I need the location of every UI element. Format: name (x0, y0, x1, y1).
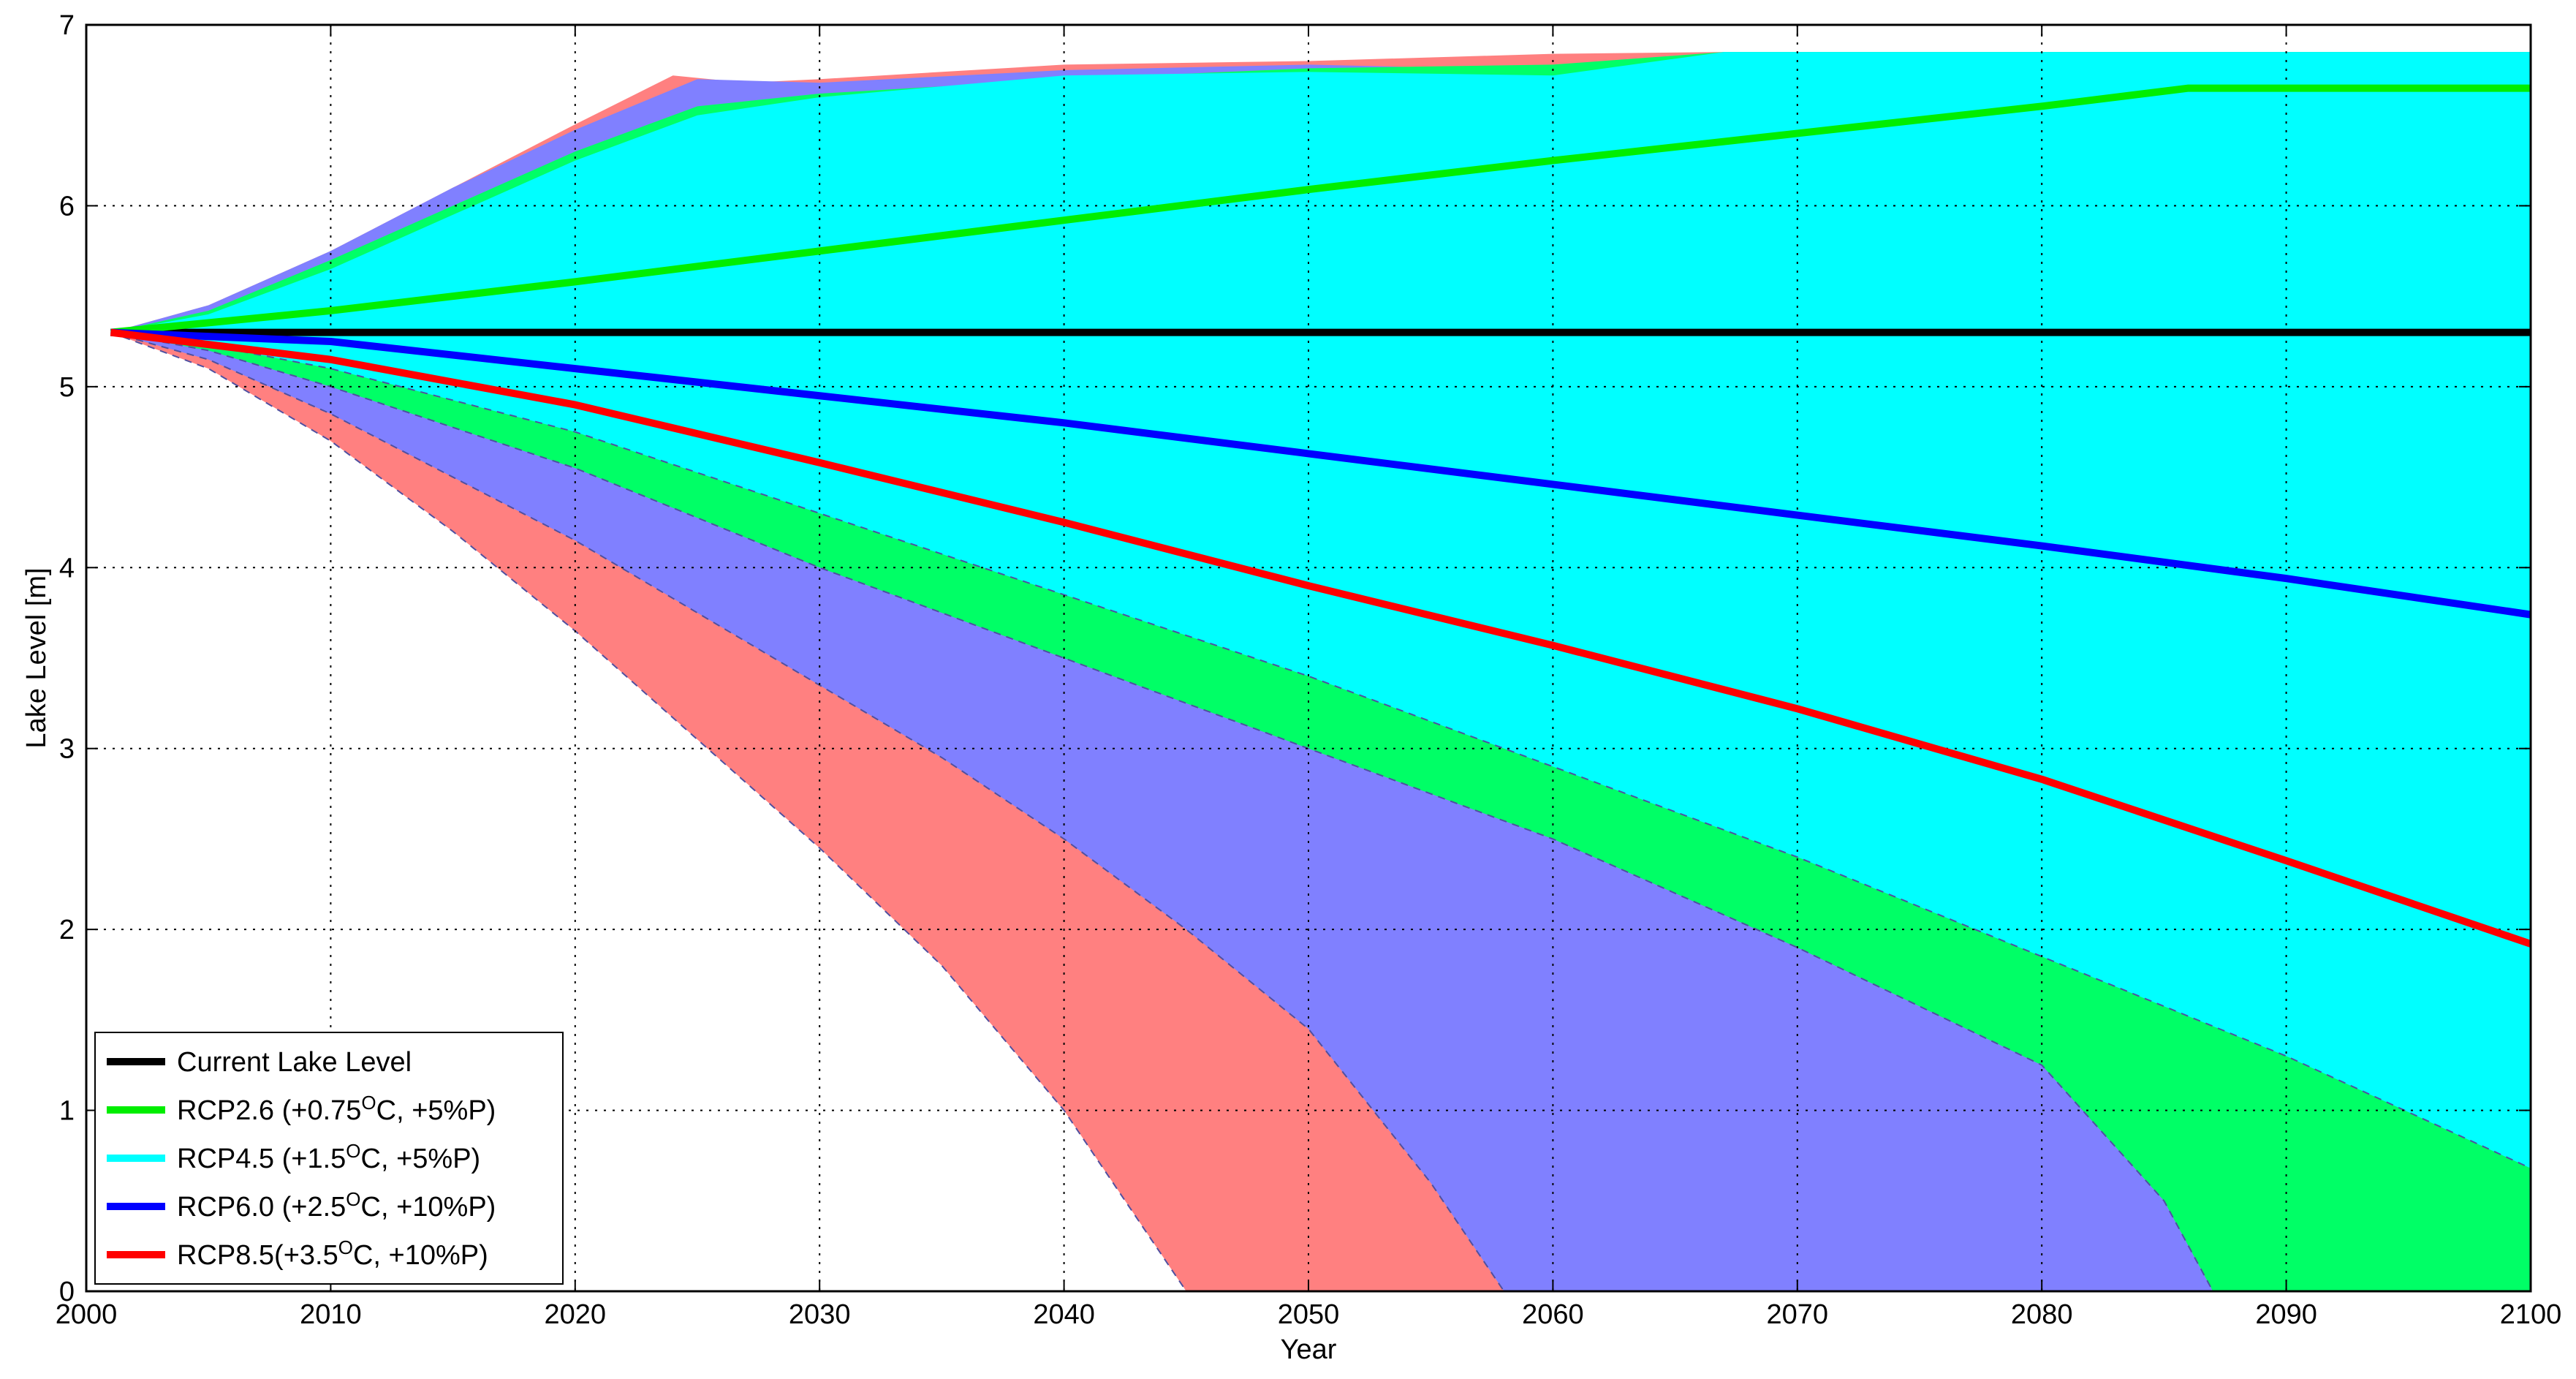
band-edge-rcp8-5 (110, 331, 1187, 1292)
x-tick-label: 2040 (1033, 1299, 1095, 1330)
y-tick-label: 3 (59, 734, 75, 765)
series-line-rcp8-5-3-5-c-10-p (110, 328, 2532, 948)
y-tick-label: 1 (59, 1096, 75, 1127)
x-tick-label: 2050 (1278, 1299, 1340, 1330)
x-axis-title: Year (1281, 1334, 1337, 1365)
x-tick-label: 2000 (56, 1299, 118, 1330)
legend-label: RCP2.6 (+0.75OC, +5%P) (177, 1092, 496, 1126)
y-tick-label: 2 (59, 915, 75, 945)
x-tick-label: 2030 (789, 1299, 851, 1330)
legend-label: RCP8.5(+3.5OC, +10%P) (177, 1236, 488, 1271)
x-tick-label: 2010 (300, 1299, 362, 1330)
legend-label: RCP6.0 (+2.5OC, +10%P) (177, 1188, 496, 1223)
series-line-rcp6-0-2-5-c-10-p (110, 328, 2531, 619)
legend: Current Lake Level RCP2.6 (+0.75OC, +5%P)… (94, 1032, 564, 1285)
y-tick-label: 4 (59, 553, 75, 583)
y-tick-label: 6 (59, 191, 75, 222)
axis-ticks: 2000 2010 2020 2030 2040 2050 2060 2070 2080 2090… (56, 10, 2562, 1330)
grid-lines (86, 25, 2531, 1291)
x-tick-label: 2070 (1767, 1299, 1829, 1330)
x-tick-label: 2090 (2255, 1299, 2317, 1330)
band-edge-rcp6-0 (110, 331, 1505, 1292)
x-tick-label: 2060 (1522, 1299, 1584, 1330)
legend-box (94, 1032, 564, 1285)
legend-label: Current Lake Level (177, 1047, 412, 1078)
y-tick-label: 0 (59, 1277, 75, 1307)
y-tick-label: 5 (59, 372, 75, 403)
x-tick-label: 2100 (2500, 1299, 2562, 1330)
x-tick-label: 2020 (545, 1299, 607, 1330)
series-lines (110, 84, 2532, 948)
y-axis-title: Lake Level [m] (21, 567, 52, 748)
band-edge-rcp4-5 (110, 331, 2531, 1169)
series-line-rcp2-6-0-75-c-5-p (110, 84, 2531, 336)
x-tick-label: 2080 (2011, 1299, 2073, 1330)
legend-label: RCP4.5 (+1.5OC, +5%P) (177, 1140, 480, 1174)
y-tick-label: 7 (59, 10, 75, 41)
